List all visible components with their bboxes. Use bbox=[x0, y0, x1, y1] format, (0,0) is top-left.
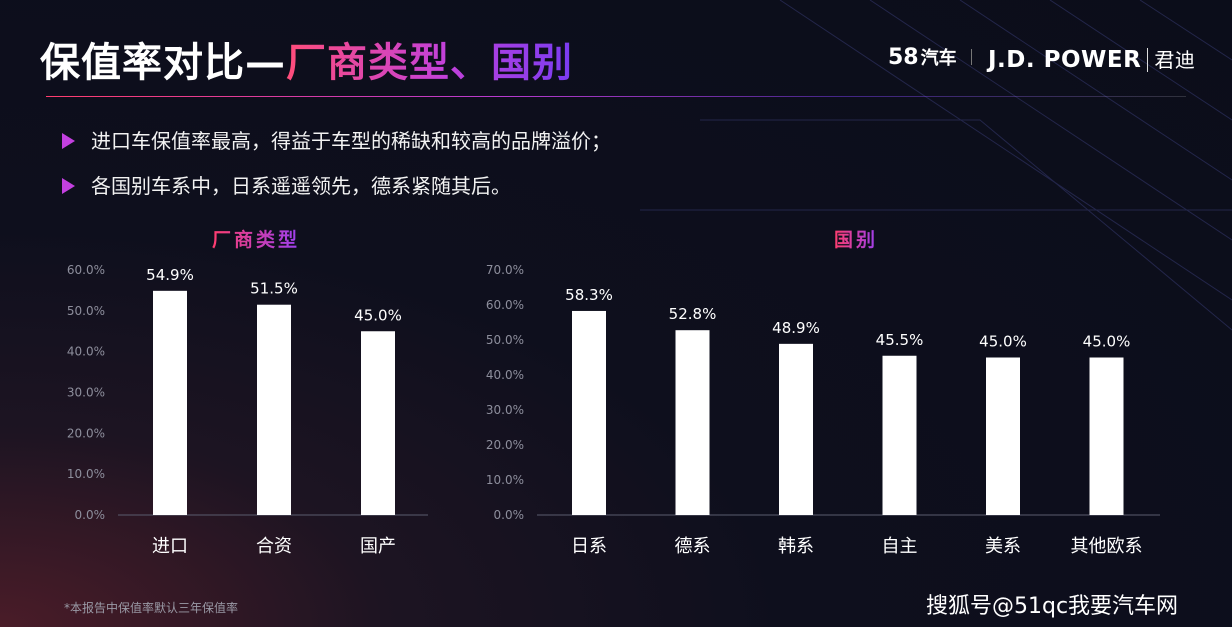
logo-jdpower: J.D. POWER 君迪 bbox=[988, 44, 1196, 73]
chart-title-manufacturer: 厂商类型 bbox=[212, 225, 300, 252]
y-tick-label: 40.0% bbox=[486, 368, 524, 382]
bullet-point-1: 进口车保值率最高，得益于车型的稀缺和较高的品牌溢价； bbox=[62, 125, 611, 154]
data-label: 52.8% bbox=[669, 305, 717, 323]
x-category-label: 合资 bbox=[256, 536, 292, 557]
logo-58-number: 58 bbox=[888, 45, 919, 70]
triangle-bullet-icon bbox=[62, 178, 75, 194]
y-tick-label: 20.0% bbox=[486, 438, 524, 452]
y-tick-label: 60.0% bbox=[486, 298, 524, 312]
x-category-label: 美系 bbox=[985, 536, 1021, 557]
y-tick-label: 60.0% bbox=[67, 263, 105, 277]
data-label: 48.9% bbox=[772, 319, 820, 337]
data-label: 51.5% bbox=[250, 280, 298, 298]
footnote: *本报告中保值率默认三年保值率 bbox=[64, 601, 239, 615]
bar bbox=[882, 355, 917, 515]
y-tick-label: 50.0% bbox=[486, 333, 524, 347]
y-tick-label: 30.0% bbox=[67, 386, 105, 400]
x-category-label: 进口 bbox=[152, 536, 188, 557]
bar bbox=[153, 290, 187, 515]
logo-58-text: 汽车 bbox=[920, 48, 957, 69]
bullet-point-2: 各国别车系中，日系遥遥领先，德系紧随其后。 bbox=[62, 170, 511, 199]
bar bbox=[675, 330, 710, 515]
bar bbox=[257, 304, 291, 515]
x-category-label: 其他欧系 bbox=[1071, 536, 1143, 557]
x-category-label: 国产 bbox=[360, 536, 396, 557]
y-tick-label: 20.0% bbox=[67, 426, 105, 440]
bullet-text-1: 进口车保值率最高，得益于车型的稀缺和较高的品牌溢价； bbox=[91, 129, 611, 153]
page-title: 保值率对比—厂商类型、国别 bbox=[40, 30, 573, 88]
y-tick-label: 10.0% bbox=[67, 467, 105, 481]
y-tick-label: 0.0% bbox=[494, 508, 525, 522]
y-tick-label: 40.0% bbox=[67, 345, 105, 359]
data-label: 54.9% bbox=[146, 266, 194, 284]
logo-jd-cn: 君迪 bbox=[1147, 48, 1196, 72]
y-tick-label: 70.0% bbox=[486, 263, 524, 277]
x-category-label: 韩系 bbox=[778, 536, 814, 557]
logo-jd-text: J.D. POWER bbox=[988, 47, 1142, 73]
triangle-bullet-icon bbox=[62, 133, 75, 149]
data-label: 45.0% bbox=[979, 333, 1027, 351]
bar bbox=[1089, 357, 1124, 515]
data-label: 58.3% bbox=[565, 286, 613, 304]
chart-title-country: 国别 bbox=[834, 225, 878, 252]
logo-58qiche: 58 汽车 bbox=[888, 44, 957, 70]
y-tick-label: 0.0% bbox=[75, 508, 106, 522]
logo-separator bbox=[971, 49, 972, 65]
page-title-main: 保值率对比— bbox=[40, 40, 286, 86]
watermark: 搜狐号@51qc我要汽车网 bbox=[926, 594, 1179, 619]
data-label: 45.0% bbox=[354, 306, 402, 324]
x-category-label: 日系 bbox=[571, 536, 607, 557]
bullet-text-2: 各国别车系中，日系遥遥领先，德系紧随其后。 bbox=[91, 174, 511, 198]
y-tick-label: 10.0% bbox=[486, 473, 524, 487]
bar bbox=[361, 331, 395, 515]
title-divider bbox=[46, 96, 1186, 97]
bar bbox=[572, 310, 606, 515]
x-category-label: 德系 bbox=[675, 536, 711, 557]
bar bbox=[779, 343, 813, 515]
x-category-label: 自主 bbox=[882, 536, 918, 557]
y-tick-label: 50.0% bbox=[67, 304, 105, 318]
data-label: 45.0% bbox=[1083, 333, 1131, 351]
bar bbox=[986, 357, 1020, 515]
data-label: 45.5% bbox=[876, 331, 924, 349]
page-title-highlight: 厂商类型、国别 bbox=[286, 40, 573, 86]
y-tick-label: 30.0% bbox=[486, 403, 524, 417]
